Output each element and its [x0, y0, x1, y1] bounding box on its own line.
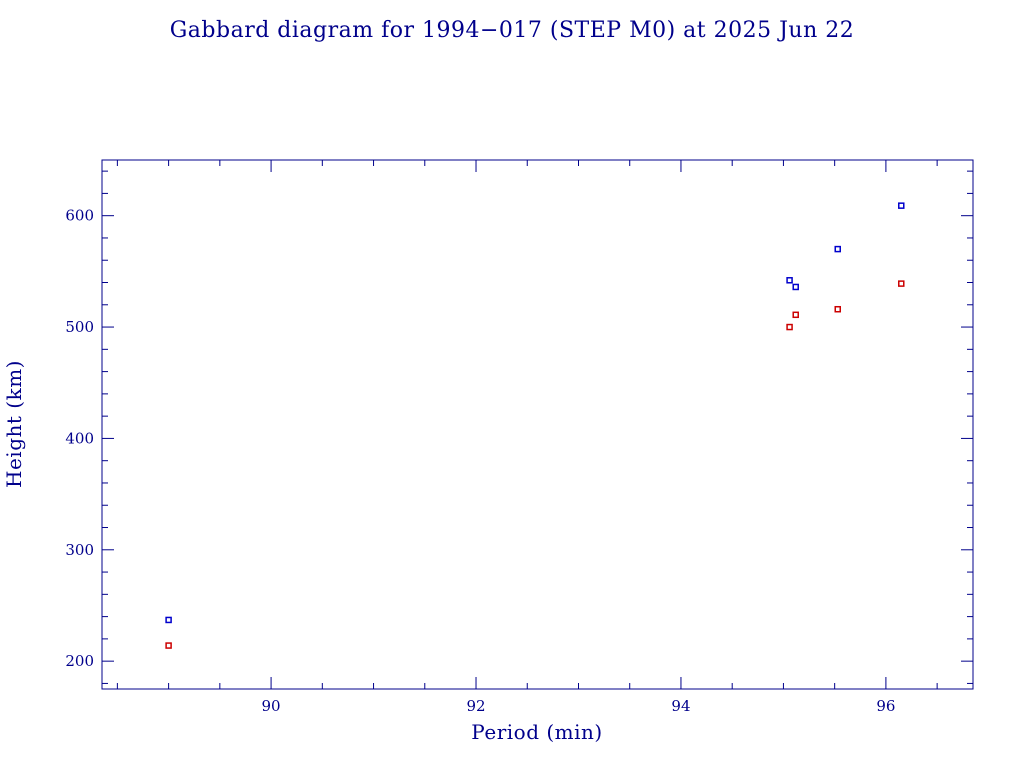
plot-frame: [101, 159, 974, 690]
x-tick-label: 92: [466, 697, 485, 715]
apogee-point: [792, 283, 799, 291]
perigee-point: [165, 642, 172, 649]
y-tick-label: 300: [65, 541, 94, 559]
axis-ticks: [102, 160, 973, 689]
x-tick-label: 96: [876, 697, 895, 715]
apogee-series: [165, 202, 905, 624]
chart-title: Gabbard diagram for 1994−017 (STEP M0) a…: [170, 18, 855, 43]
perigee-point: [792, 311, 799, 319]
apogee-point: [165, 616, 172, 624]
axis-tick-labels: 90 92 94 96 200 300 400 500 600: [65, 207, 895, 715]
x-tick-label: 94: [671, 697, 690, 715]
perigee-point: [898, 280, 905, 287]
perigee-point: [834, 305, 841, 313]
data-points: [165, 202, 905, 649]
y-tick-label: 500: [65, 318, 94, 336]
apogee-point: [834, 245, 841, 253]
x-axis-label: Period (min): [471, 720, 602, 744]
y-tick-label: 400: [65, 429, 94, 447]
x-tick-label: 90: [262, 697, 281, 715]
apogee-point: [898, 202, 905, 209]
apogee-point: [786, 277, 793, 284]
y-tick-label: 200: [65, 652, 94, 670]
y-axis-label: Height (km): [2, 360, 26, 488]
perigee-series: [165, 280, 905, 649]
y-tick-label: 600: [65, 207, 94, 225]
perigee-point: [786, 323, 793, 331]
